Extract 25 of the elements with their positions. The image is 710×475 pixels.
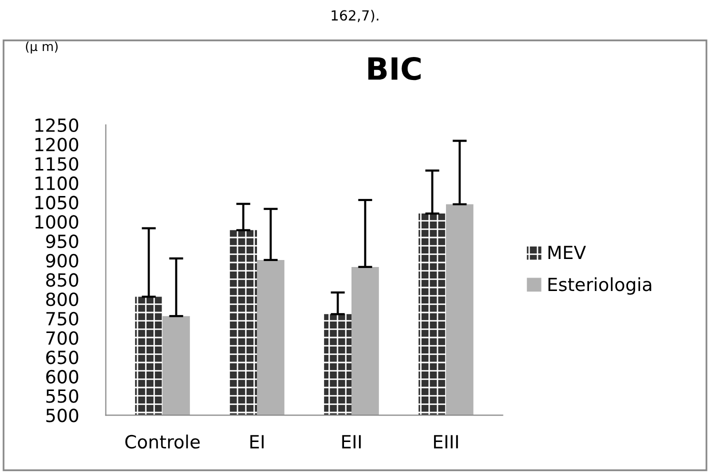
legend-label: Esteriologia <box>548 277 652 295</box>
x-tick-label: Controle <box>125 434 200 449</box>
x-tick-label: EIII <box>434 435 458 448</box>
chart-title: BIC <box>368 57 421 80</box>
y-tick-label: 1050 <box>35 196 78 210</box>
y-tick-label: 700 <box>46 331 78 345</box>
y-tick-label: 1250 <box>35 118 78 132</box>
text: 162,7). <box>332 10 378 22</box>
x-tick-label: EII <box>342 435 361 448</box>
y-tick-label: 900 <box>46 254 78 268</box>
y-tick-label: 1000 <box>35 215 78 229</box>
y-tick-label: 600 <box>46 370 78 384</box>
y-tick-label: 1100 <box>35 176 78 190</box>
y-tick-label: 1200 <box>35 138 78 152</box>
y-tick-label: 950 <box>46 234 78 248</box>
y-tick-label: 1150 <box>35 157 78 171</box>
y-tick-label: 500 <box>46 408 78 422</box>
y-tick-label: 650 <box>46 350 78 364</box>
y-tick-label: 750 <box>46 312 78 326</box>
y-tick-label: 800 <box>46 292 78 306</box>
x-tick-label: EI <box>250 435 264 448</box>
text: (µ m) <box>26 41 58 54</box>
y-tick-label: 850 <box>46 273 78 287</box>
y-tick-label: 550 <box>46 389 78 403</box>
legend-label: MEV <box>548 246 586 260</box>
